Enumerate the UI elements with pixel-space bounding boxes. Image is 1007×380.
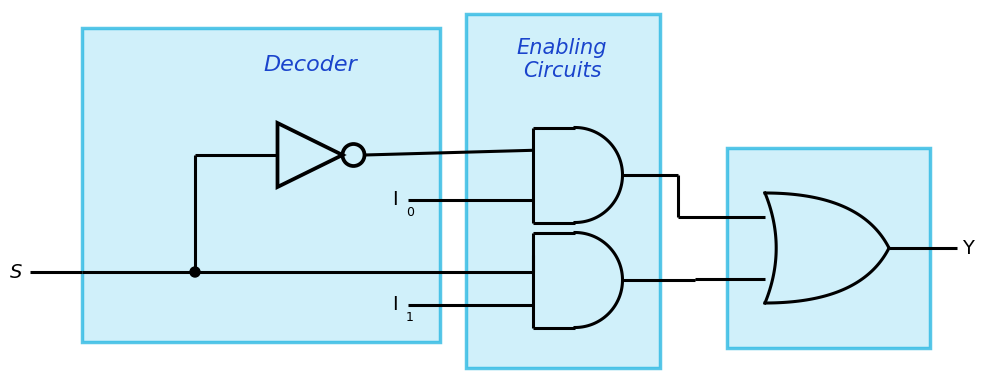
Bar	[727, 148, 930, 348]
Text: I: I	[393, 190, 398, 209]
Text: 1: 1	[406, 311, 414, 324]
Bar	[82, 28, 440, 342]
Circle shape	[190, 267, 200, 277]
Text: S: S	[10, 263, 22, 282]
Text: 0: 0	[406, 206, 414, 219]
Text: Decoder: Decoder	[263, 55, 356, 75]
Text: Enabling
Circuits: Enabling Circuits	[517, 38, 607, 81]
Text: I: I	[393, 295, 398, 314]
Bar	[466, 14, 660, 368]
Text: Y: Y	[962, 239, 974, 258]
